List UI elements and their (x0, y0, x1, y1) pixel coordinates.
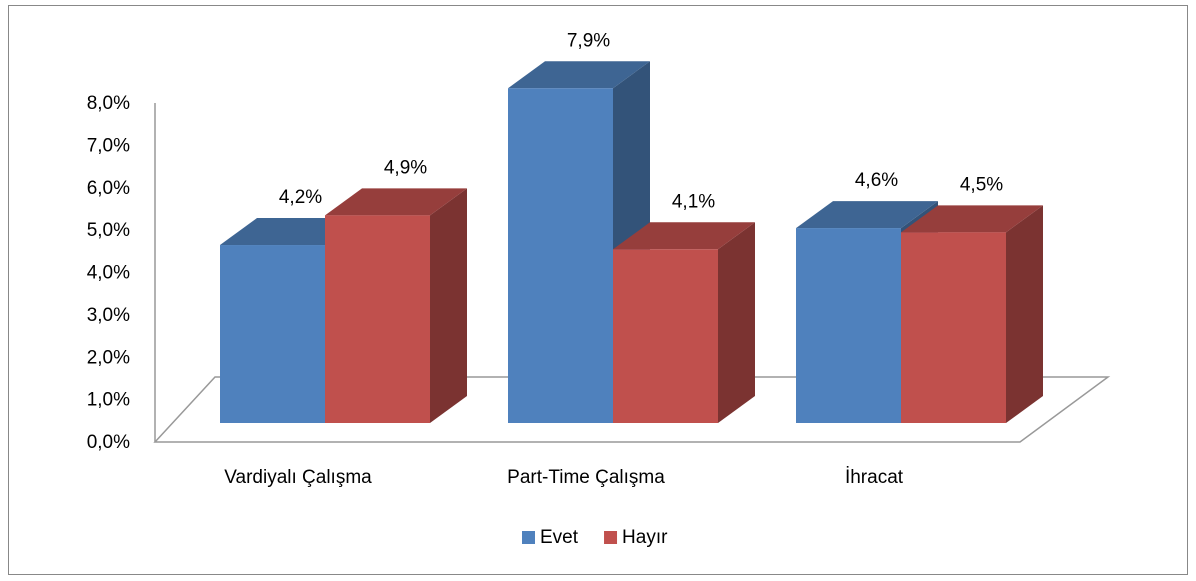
bar-side (430, 188, 467, 423)
y-tick-label: 1,0% (87, 390, 130, 411)
legend-swatch (522, 531, 535, 544)
data-label: 4,2% (279, 187, 322, 208)
legend-label: Evet (540, 527, 579, 548)
bar (901, 205, 1043, 423)
bar-side (718, 222, 755, 423)
data-label: 4,6% (855, 170, 898, 191)
x-tick-label: İhracat (845, 467, 904, 488)
bar (325, 188, 467, 423)
bar-top (508, 61, 650, 89)
x-tick-label: Part-Time Çalışma (507, 467, 665, 488)
bar (613, 222, 755, 423)
bar-top (613, 222, 755, 250)
bar-front (901, 232, 1006, 423)
data-label: 4,1% (672, 191, 715, 212)
data-label: 7,9% (567, 30, 610, 51)
bar-front (613, 249, 718, 423)
bar-top (796, 201, 938, 229)
bar-front (220, 245, 325, 423)
bar-top (901, 205, 1043, 233)
x-tick-label: Vardiyalı Çalışma (224, 467, 372, 488)
legend-label: Hayır (622, 527, 668, 548)
bar-top (325, 188, 467, 216)
bar-front (325, 215, 430, 423)
floor (153, 376, 1111, 443)
bar-front (508, 88, 613, 424)
legend-swatch (604, 531, 618, 544)
y-tick-label: 8,0% (87, 93, 130, 114)
data-label: 4,5% (960, 174, 1003, 195)
y-tick-label: 0,0% (87, 432, 130, 453)
bar-side (1006, 205, 1043, 423)
bar-front (796, 228, 901, 423)
y-tick-label: 2,0% (87, 347, 130, 368)
y-tick-label: 6,0% (87, 178, 130, 199)
y-tick-label: 3,0% (87, 305, 130, 326)
y-tick-label: 4,0% (87, 263, 130, 284)
y-tick-label: 7,0% (87, 135, 130, 156)
data-label: 4,9% (384, 157, 427, 178)
y-tick-label: 5,0% (87, 220, 130, 241)
